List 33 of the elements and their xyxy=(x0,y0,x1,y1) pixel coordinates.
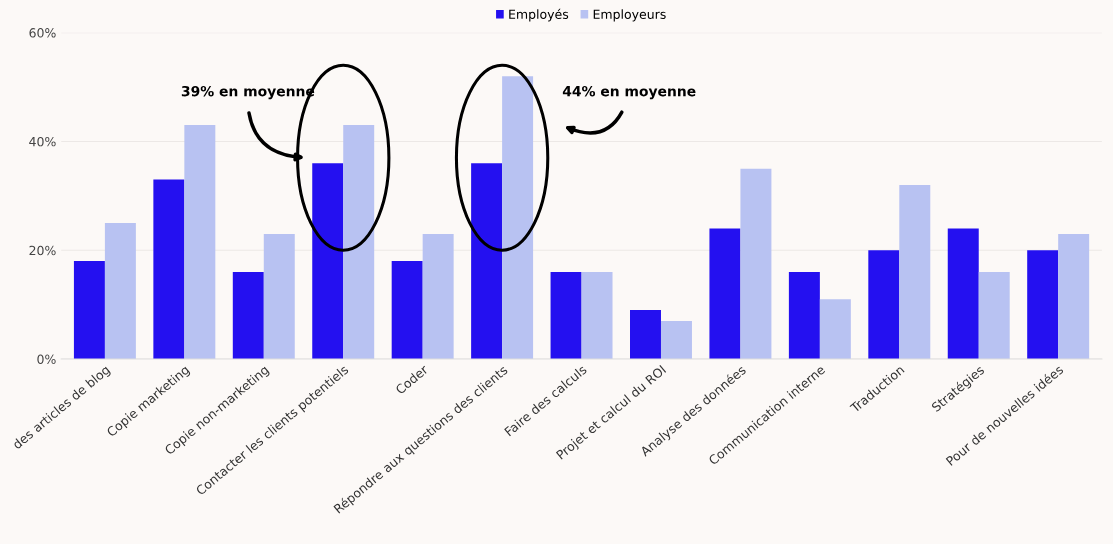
bar xyxy=(153,179,185,360)
bar xyxy=(550,272,582,360)
bar xyxy=(660,320,692,360)
bar xyxy=(232,272,264,360)
bar xyxy=(819,299,851,360)
bar xyxy=(630,310,661,360)
legend-label: Employés xyxy=(509,8,569,22)
bar xyxy=(391,261,423,360)
bar xyxy=(263,233,295,360)
bar xyxy=(104,223,136,360)
bar xyxy=(471,163,503,360)
bar xyxy=(502,76,534,360)
annotation: 44% en moyenne xyxy=(562,85,696,100)
bar xyxy=(343,125,375,360)
y-tick-label: 60% xyxy=(29,28,56,38)
bar xyxy=(868,250,900,360)
bar xyxy=(1058,233,1090,360)
bar xyxy=(709,228,741,360)
y-tick-label: 40% xyxy=(29,136,56,147)
y-tick-label: 20% xyxy=(29,245,56,256)
bar xyxy=(788,272,820,360)
bar xyxy=(947,228,979,360)
bar xyxy=(422,233,454,360)
bar xyxy=(1027,250,1059,360)
bar xyxy=(899,184,931,360)
bar xyxy=(184,125,216,360)
bar xyxy=(740,168,772,360)
legend-label: Employeurs xyxy=(593,9,666,22)
bar xyxy=(978,272,1010,360)
y-tick-label: 0% xyxy=(37,354,56,364)
bar xyxy=(581,272,613,360)
bar xyxy=(312,163,344,360)
bar xyxy=(73,261,105,360)
